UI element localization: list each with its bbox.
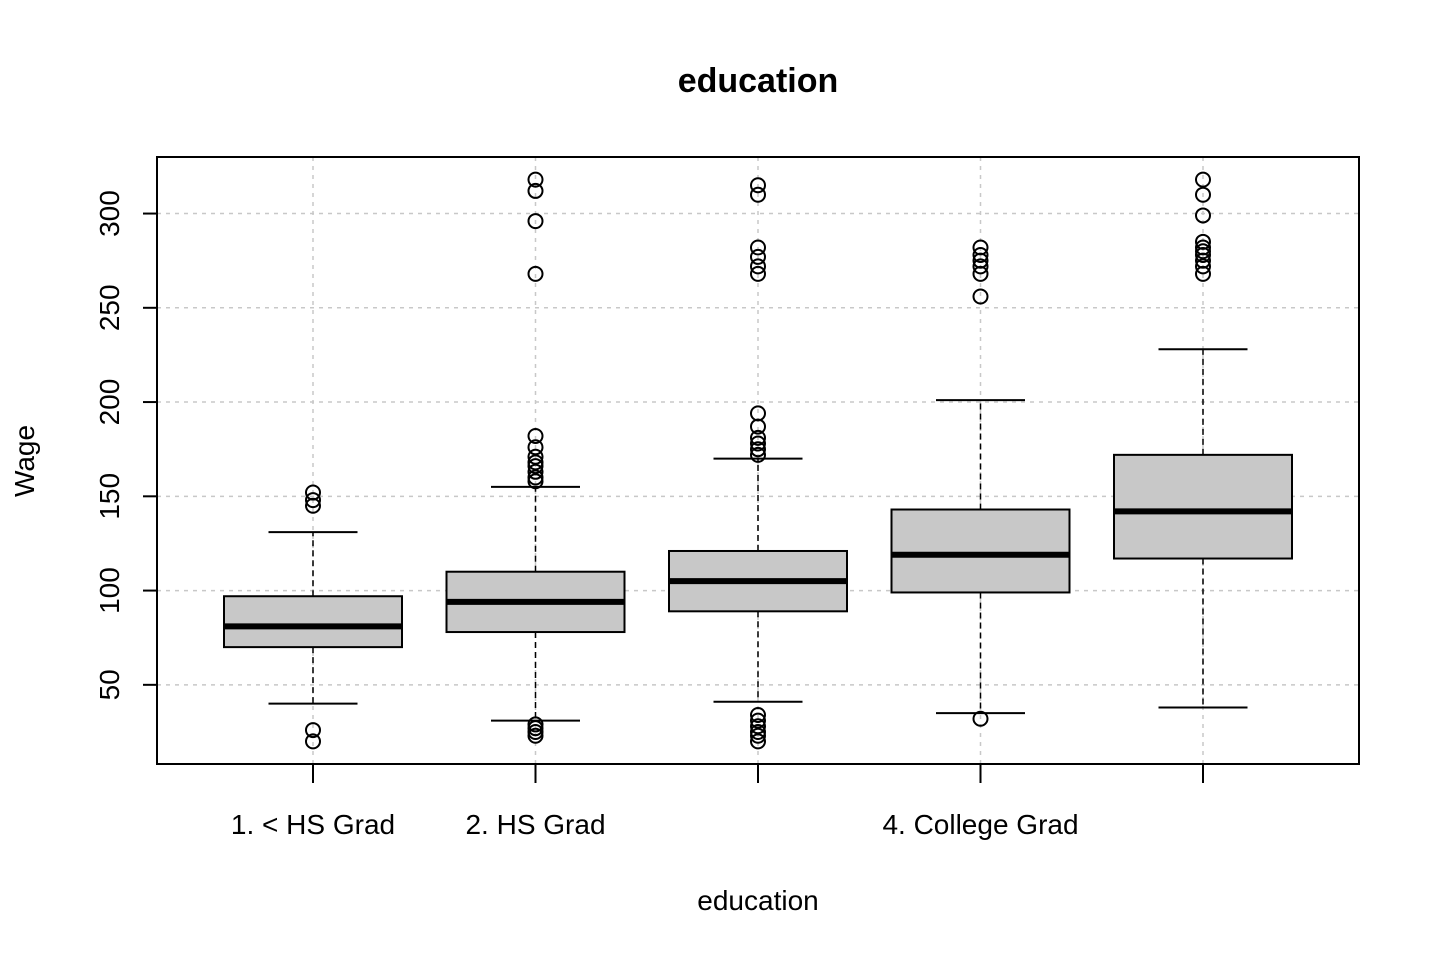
x-tick-label: 4. College Grad [882,809,1078,840]
x-tick-label: 2. HS Grad [465,809,605,840]
outlier-point [527,171,544,188]
outlier-point [527,448,544,465]
outlier-point [972,239,989,256]
box-iqr [1113,453,1293,560]
y-axis-label: Wage [9,425,40,497]
box-group [668,177,848,750]
outlier-point [750,733,766,750]
y-tick-label: 100 [94,567,125,614]
outlier-point [527,463,544,480]
outlier-point [305,492,321,509]
outlier-point [305,733,321,750]
outlier-point [527,469,544,486]
outlier-point [1195,239,1211,256]
outlier-point [750,441,766,458]
outlier-point [750,258,766,275]
box-iqr [890,508,1071,594]
outlier-point [972,258,989,275]
outlier-point [750,177,766,194]
outlier-point [750,405,766,422]
outlier-point [527,213,544,230]
outlier-point [750,186,766,203]
y-tick-label: 150 [94,473,125,520]
outlier-point [527,439,544,456]
x-tick-label: 1. < HS Grad [231,809,395,840]
box-group [445,171,626,744]
outlier-point [750,239,766,256]
outlier-point [750,723,766,740]
outlier-point [750,718,766,735]
box-series [223,171,1293,750]
box-group [1113,171,1293,709]
outlier-point [750,446,766,463]
x-axis-label: education [697,885,818,916]
outlier-point [1195,258,1211,275]
y-tick-label: 200 [94,379,125,426]
outlier-point [750,429,766,446]
chart-title: education [678,62,839,100]
outlier-point [527,182,544,199]
outlier-point [305,722,321,739]
outlier-point [972,288,989,305]
outlier-point [1195,233,1211,250]
outlier-point [527,427,544,444]
outlier-point [527,454,544,471]
outlier-point [1195,207,1211,224]
outlier-point [750,248,766,265]
y-tick-label: 250 [94,284,125,331]
y-tick-label: 300 [94,190,125,237]
outlier-point [305,484,321,501]
outlier-point [750,435,766,452]
outlier-point [527,265,544,282]
box-iqr [223,595,403,649]
outlier-point [972,247,989,264]
outlier-point [750,706,766,723]
box-group [890,239,1071,727]
outlier-point [750,265,766,282]
outlier-point [1195,186,1211,203]
y-tick-label: 50 [94,669,125,700]
axes: 50 100 150 200 250 300 1. < HS Grad 2. HS Grad 4… [94,156,1360,840]
outlier-point [750,712,766,729]
outlier-point [1195,171,1211,188]
outlier-point [527,716,544,733]
outlier-point [972,710,989,727]
box-group [223,484,403,750]
